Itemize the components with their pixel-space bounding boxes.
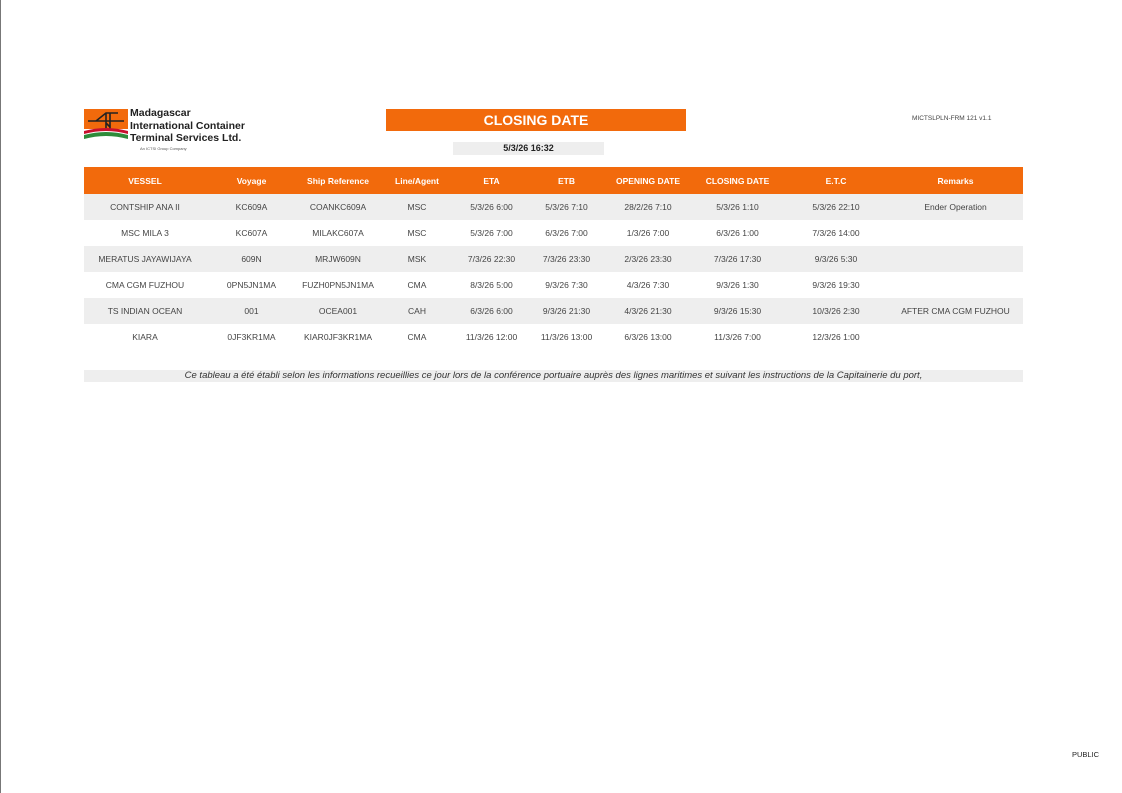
table-cell: 5/3/26 7:00	[470, 228, 513, 238]
table-cell: KC609A	[206, 194, 297, 220]
column-header: E.T.C	[784, 167, 888, 194]
table-cell: Ender Operation	[888, 194, 1023, 220]
column-header: Ship Reference	[297, 167, 379, 194]
table-cell: CMA	[407, 280, 427, 290]
company-logo: Madagascar International Container Termi…	[84, 107, 264, 151]
table-cell: 5/3/26 22:10	[784, 194, 888, 220]
table-cell: 6/3/26 1:00	[716, 228, 759, 238]
table-cell: CAH	[379, 298, 455, 324]
table-cell	[888, 246, 1023, 272]
table-cell: 8/3/26 5:00	[470, 280, 513, 290]
table-cell: MERATUS JAYAWIJAYA	[84, 246, 206, 272]
company-name: Madagascar International Container Termi…	[130, 107, 245, 145]
table-row: MSC MILA 3 KC607A MILAKC607A MSC 5/3/26 7:00…	[84, 220, 1023, 246]
column-header: ETB	[528, 167, 605, 194]
form-reference: MICTSLPLN-FRM 121 v1.1	[912, 115, 992, 122]
column-header: CLOSING DATE	[691, 167, 784, 194]
table-cell: 9/3/26 5:30	[784, 246, 888, 272]
table-cell: 11/3/26 7:00	[714, 332, 761, 342]
table-cell: TS INDIAN OCEAN	[84, 298, 206, 324]
table-cell: 001	[206, 298, 297, 324]
table-cell: 6/3/26 13:00	[624, 332, 672, 342]
table-cell: 1/3/26 7:00	[626, 228, 670, 238]
table-cell: 9/3/26 19:30	[812, 280, 860, 290]
table-header-row: VESSEL Voyage Ship Reference Line/Agent ETA E…	[84, 167, 1023, 194]
table-cell: 2/3/26 23:30	[605, 246, 691, 272]
table-cell: 609N	[206, 246, 297, 272]
table-cell: MSC	[379, 194, 455, 220]
table-cell: 7/3/26 17:30	[691, 246, 784, 272]
table-cell: KIARA	[132, 332, 158, 342]
table-cell: MSK	[379, 246, 455, 272]
table-cell: 5/3/26 1:10	[691, 194, 784, 220]
table-row: MERATUS JAYAWIJAYA 609N MRJW609N MSK 7/3/26 …	[84, 246, 1023, 272]
logo-line-2: International Container	[130, 119, 245, 132]
column-header: Line/Agent	[379, 167, 455, 194]
table-cell: KIAR0JF3KR1MA	[303, 332, 373, 342]
table-cell	[888, 220, 1023, 246]
table-cell: OCEA001	[297, 298, 379, 324]
table-row: TS INDIAN OCEAN 001 OCEA001 CAH 6/3/26 6:00 9…	[84, 298, 1023, 324]
table-cell: 6/3/26 6:00	[455, 298, 528, 324]
table-cell: 9/3/26 21:30	[528, 298, 605, 324]
column-header: Remarks	[888, 167, 1023, 194]
table-cell: CMA	[407, 332, 427, 342]
table-cell: MSC	[407, 228, 427, 238]
table-cell: 9/3/26 7:30	[545, 280, 588, 290]
classification-label: PUBLIC	[1072, 750, 1100, 759]
table-cell: 5/3/26 7:10	[528, 194, 605, 220]
logo-line-1: Madagascar	[130, 107, 191, 119]
table-cell: KC607A	[235, 228, 268, 238]
table-cell: 10/3/26 2:30	[784, 298, 888, 324]
table-cell	[888, 272, 1023, 298]
table-row: CMA CGM FUZHOU 0PN5JN1MA FUZH0PN5JN1MA CMA 8…	[84, 272, 1023, 298]
table-cell: 11/3/26 12:00	[465, 332, 518, 342]
column-header: Voyage	[206, 167, 297, 194]
column-header: ETA	[455, 167, 528, 194]
table-cell	[888, 324, 1023, 350]
table-cell: MRJW609N	[297, 246, 379, 272]
table-cell: 7/3/26 23:30	[528, 246, 605, 272]
table-cell: CMA CGM FUZHOU	[105, 280, 185, 290]
table-cell: COANKC609A	[297, 194, 379, 220]
table-cell: 11/3/26 13:00	[540, 332, 593, 342]
table-cell: MILAKC607A	[312, 228, 364, 238]
crane-logo-icon	[84, 109, 128, 139]
logo-tagline: An ICTSI Group Company	[140, 146, 187, 151]
table-row: CONTSHIP ANA II KC609A COANKC609A MSC 5/3/26…	[84, 194, 1023, 220]
closing-date-table: VESSEL Voyage Ship Reference Line/Agent ETA E…	[84, 167, 1023, 350]
table-cell: 0JF3KR1MA	[227, 332, 276, 342]
table-cell: 4/3/26 21:30	[605, 298, 691, 324]
table-cell: AFTER CMA CGM FUZHOU	[888, 298, 1023, 324]
table-cell: 7/3/26 14:00	[812, 228, 860, 238]
table-cell: 6/3/26 7:00	[545, 228, 588, 238]
page-edge	[0, 0, 1, 793]
table-cell: 9/3/26 1:30	[716, 280, 759, 290]
table-cell: FUZH0PN5JN1MA	[302, 280, 374, 290]
column-header: VESSEL	[84, 167, 206, 194]
column-header: OPENING DATE	[605, 167, 691, 194]
table-cell: 28/2/26 7:10	[605, 194, 691, 220]
table-cell: 0PN5JN1MA	[226, 280, 277, 290]
table-cell: 12/3/26 1:00	[812, 332, 860, 342]
logo-line-3: Terminal Services Ltd.	[130, 132, 242, 144]
footnote: Ce tableau a été établi selon les inform…	[84, 370, 1023, 382]
table-cell: 7/3/26 22:30	[455, 246, 528, 272]
table-row: KIARA 0JF3KR1MA KIAR0JF3KR1MA CMA 11/3/26 12…	[84, 324, 1023, 350]
page-title: CLOSING DATE	[386, 109, 686, 131]
report-date: 5/3/26 16:32	[453, 142, 604, 155]
table-cell: CONTSHIP ANA II	[84, 194, 206, 220]
table-cell: 5/3/26 6:00	[455, 194, 528, 220]
table-cell: 9/3/26 15:30	[691, 298, 784, 324]
table-cell: 4/3/26 7:30	[626, 280, 670, 290]
table-cell: MSC MILA 3	[121, 228, 169, 238]
